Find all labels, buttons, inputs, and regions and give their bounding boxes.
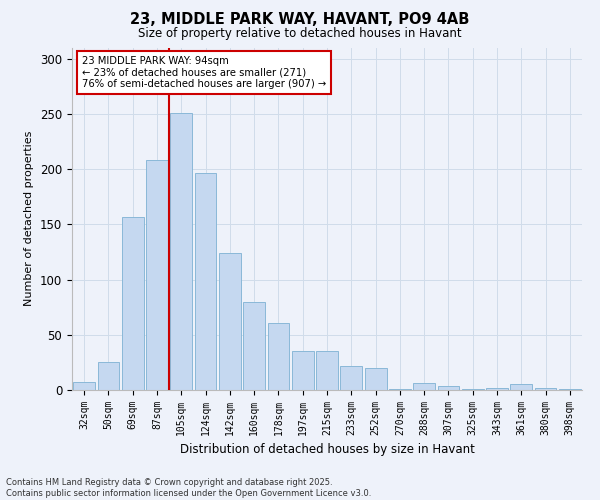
Bar (219, 253, 241, 390)
Bar (437, 386, 460, 390)
Bar (462, 389, 484, 390)
Bar (486, 388, 508, 390)
Bar (194, 174, 217, 390)
X-axis label: Distribution of detached houses by size in Havant: Distribution of detached houses by size … (179, 444, 475, 456)
Y-axis label: Number of detached properties: Number of detached properties (25, 131, 34, 306)
Text: 23, MIDDLE PARK WAY, HAVANT, PO9 4AB: 23, MIDDLE PARK WAY, HAVANT, PO9 4AB (130, 12, 470, 28)
Bar (97, 362, 119, 390)
Bar (511, 384, 532, 390)
Bar (559, 389, 581, 390)
Bar (340, 366, 362, 390)
Bar (389, 389, 411, 390)
Bar (316, 352, 338, 390)
Bar (73, 382, 95, 390)
Bar (535, 388, 556, 390)
Bar (170, 112, 192, 390)
Bar (122, 216, 143, 390)
Bar (243, 302, 265, 390)
Bar (146, 160, 168, 390)
Text: Contains HM Land Registry data © Crown copyright and database right 2025.
Contai: Contains HM Land Registry data © Crown c… (6, 478, 371, 498)
Text: Size of property relative to detached houses in Havant: Size of property relative to detached ho… (138, 28, 462, 40)
Bar (413, 384, 435, 390)
Bar (365, 368, 386, 390)
Bar (268, 322, 289, 390)
Bar (292, 352, 314, 390)
Text: 23 MIDDLE PARK WAY: 94sqm
← 23% of detached houses are smaller (271)
76% of semi: 23 MIDDLE PARK WAY: 94sqm ← 23% of detac… (82, 56, 326, 90)
